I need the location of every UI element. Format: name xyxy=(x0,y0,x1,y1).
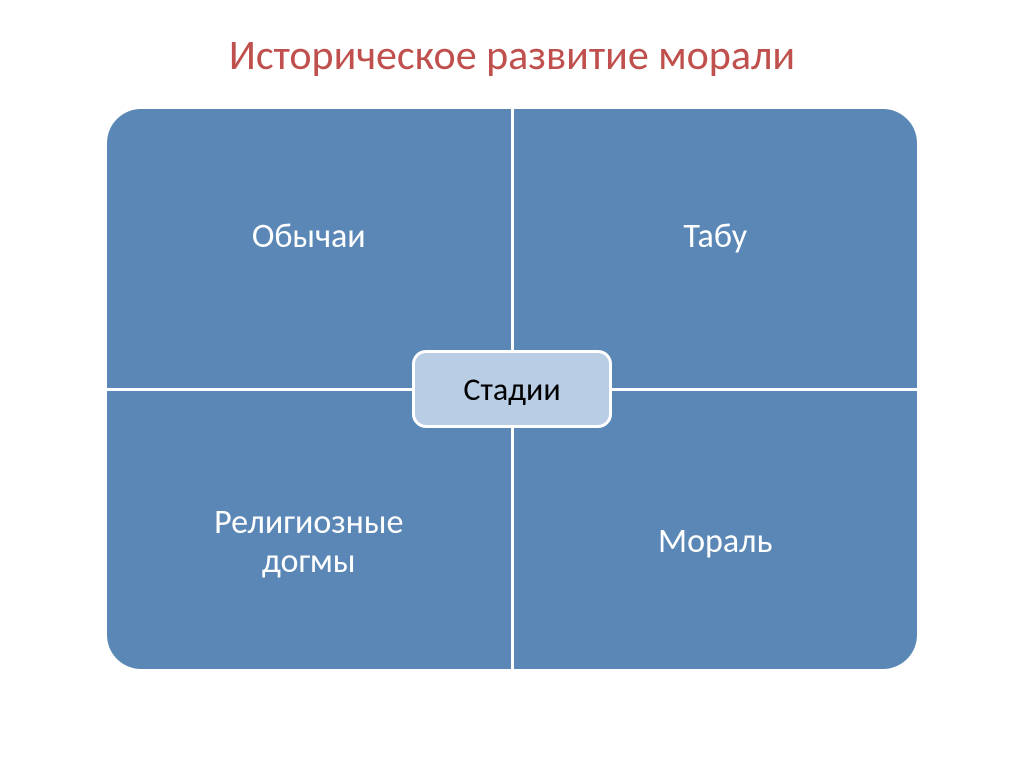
quadrant-top-right: Табу xyxy=(514,109,918,388)
quadrant-bottom-right: Мораль xyxy=(514,391,918,670)
center-label: Стадии xyxy=(463,370,560,409)
quadrant-bottom-left: Религиозные догмы xyxy=(107,391,511,670)
stages-diagram: Обычаи Табу Религиозные догмы Мораль Ста… xyxy=(107,109,917,669)
slide: Историческое развитие морали Обычаи Табу… xyxy=(0,0,1024,767)
quadrant-label: Обычаи xyxy=(252,216,366,257)
center-box: Стадии xyxy=(412,350,612,428)
quadrant-top-left: Обычаи xyxy=(107,109,511,388)
page-title: Историческое развитие морали xyxy=(55,30,969,81)
quadrant-label: Религиозные догмы xyxy=(214,502,403,582)
quadrant-label: Табу xyxy=(683,216,747,257)
quadrant-label: Мораль xyxy=(658,521,772,562)
